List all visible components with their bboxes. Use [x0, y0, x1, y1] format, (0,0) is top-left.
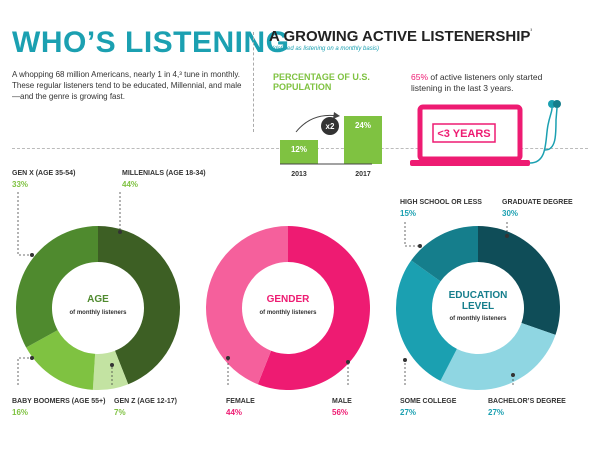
growth-title-footnote: ³: [530, 28, 533, 34]
age-millenials-value: 44%: [122, 180, 139, 189]
laptop-base: [410, 160, 530, 166]
education-highschool-value: 15%: [400, 209, 417, 218]
gender-center-subtitle: of monthly listeners: [259, 310, 317, 316]
vertical-divider: [253, 32, 254, 132]
growth-arrow-head: [333, 112, 340, 119]
gender-male-value: 56%: [332, 408, 349, 417]
education-slice-0: [478, 226, 560, 335]
education-slice-2: [396, 260, 457, 381]
recent-listener-text: of active listeners only started listeni…: [411, 72, 543, 93]
age-slice-2: [26, 330, 96, 390]
age-center-subtitle: of monthly listeners: [69, 310, 127, 316]
leader-lines: [17, 192, 514, 385]
multiplier-label: x2: [326, 122, 335, 131]
education-somecollege-label: SOME COLLEGE: [400, 398, 457, 405]
growth-title-text: A GROWING ACTIVE LISTENERSHIP: [269, 28, 531, 45]
laptop-screen: [417, 104, 523, 162]
age-genx-label: GEN X (AGE 35-54): [12, 170, 76, 177]
bar-value-2013: 12%: [291, 145, 307, 154]
education-somecollege-value: 27%: [400, 408, 417, 417]
education-slice-3: [411, 226, 478, 282]
growth-subtitle: (defined as listening on a monthly basis…: [272, 46, 380, 52]
earbuds-icon: [529, 100, 561, 164]
gender-female-value: 44%: [226, 408, 243, 417]
bar-2013: [280, 140, 318, 164]
page-title: WHO’S LISTENING: [12, 26, 290, 59]
age-genz-value: 7%: [114, 408, 126, 417]
age-slice-1: [92, 350, 129, 391]
bar-chart-title: PERCENTAGE OF U.S. POPULATION: [273, 72, 370, 92]
multiplier-badge: [321, 117, 339, 135]
education-slice-1: [440, 323, 556, 390]
age-boomers-value: 16%: [12, 408, 29, 417]
gender-slice-1: [206, 226, 288, 385]
age-millenials-label: MILLENIALS (AGE 18-34): [122, 170, 206, 177]
education-graduate-label: GRADUATE DEGREE: [502, 199, 573, 206]
education-center-title-line1: EDUCATION: [449, 290, 508, 301]
growth-title: A GROWING ACTIVE LISTENERSHIP³: [269, 28, 532, 45]
gender-male-label: MALE: [332, 398, 352, 405]
age-slice-3: [16, 226, 99, 348]
age-genx-value: 33%: [12, 180, 29, 189]
age-slice-0: [98, 226, 180, 385]
intro-text: A whopping 68 million Americans, nearly …: [12, 70, 242, 101]
education-bachelors-value: 27%: [488, 408, 505, 417]
leader-dots: [30, 230, 515, 377]
recent-listener-stat: 65% of active listeners only started lis…: [411, 72, 561, 94]
age-boomers-label: BABY BOOMERS (AGE 55+): [12, 398, 106, 405]
laptop-label: <3 YEARS: [437, 128, 490, 140]
gender-slice-0: [257, 226, 370, 390]
age-center-title: AGE: [87, 294, 109, 305]
education-graduate-value: 30%: [502, 209, 519, 218]
age-genz-label: GEN Z (AGE 12-17): [114, 398, 178, 405]
education-center-subtitle: of monthly listeners: [449, 316, 507, 322]
bar-category-2017: 2017: [355, 171, 371, 178]
education-center-title-line2: LEVEL: [462, 301, 494, 312]
recent-listener-percent: 65%: [411, 72, 429, 82]
gender-center-title: GENDER: [267, 294, 311, 305]
bar-2017: [344, 116, 382, 164]
gender-female-label: FEMALE: [226, 398, 255, 405]
bar-category-2013: 2013: [291, 171, 307, 178]
bar-value-2017: 24%: [355, 121, 371, 130]
education-bachelors-label: BACHELOR’S DEGREE: [488, 398, 566, 405]
laptop-label-box: [432, 123, 496, 143]
education-highschool-label: HIGH SCHOOL OR LESS: [400, 199, 482, 206]
